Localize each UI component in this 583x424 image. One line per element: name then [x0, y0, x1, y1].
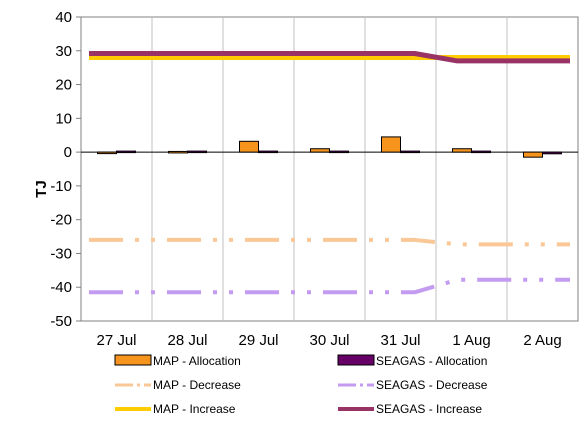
line-seagas-increase — [89, 50, 570, 64]
y-tick-label: 30 — [55, 43, 72, 60]
x-tick-label: 30 Jul — [309, 332, 349, 349]
bar-seagas-allocation — [258, 150, 278, 154]
x-tick-label: 27 Jul — [96, 332, 136, 349]
bar-map-allocation — [168, 150, 188, 154]
bar-map-allocation — [523, 151, 543, 158]
y-axis-label: TJ — [33, 180, 50, 198]
x-tick-label: 31 Jul — [380, 332, 420, 349]
x-tick-label: 29 Jul — [238, 332, 278, 349]
bar-map-allocation — [97, 151, 117, 155]
bar-seagas-allocation — [187, 150, 207, 154]
y-tick-label: 40 — [55, 9, 72, 26]
x-tick-label: 2 Aug — [523, 332, 561, 349]
plot-area — [80, 16, 579, 322]
line-seagas-decrease — [89, 277, 570, 295]
line-map-decrease — [89, 237, 570, 247]
legend-label-seagas-allocation: SEAGAS - Allocation — [376, 354, 487, 368]
y-tick-label: -10 — [50, 178, 72, 195]
legend-swatch-map-allocation — [114, 354, 152, 366]
bar-seagas-allocation — [542, 151, 562, 155]
legend-label-map-increase: MAP - Increase — [153, 402, 236, 416]
y-tick-label: -40 — [50, 279, 72, 296]
bar-seagas-allocation — [116, 150, 136, 154]
legend-swatch-seagas-allocation — [337, 354, 375, 366]
legend-label-map-allocation: MAP - Allocation — [153, 354, 241, 368]
y-tick-label: 0 — [64, 144, 72, 161]
y-tick-label: -50 — [50, 313, 72, 330]
y-tick-label: -20 — [50, 212, 72, 229]
bar-seagas-allocation — [471, 150, 491, 154]
bar-seagas-allocation — [329, 150, 349, 154]
x-tick-label: 28 Jul — [167, 332, 207, 349]
y-tick-label: 20 — [55, 77, 72, 94]
x-tick-label: 1 Aug — [452, 332, 490, 349]
bar-seagas-allocation — [400, 150, 420, 154]
bar-map-allocation — [310, 148, 330, 153]
bar-map-allocation — [452, 148, 472, 153]
y-tick-label: 10 — [55, 110, 72, 127]
legend-label-map-decrease: MAP - Decrease — [153, 378, 241, 392]
legend-label-seagas-increase: SEAGAS - Increase — [376, 402, 482, 416]
bar-map-allocation — [381, 136, 401, 153]
legend-label-seagas-decrease: SEAGAS - Decrease — [376, 378, 488, 392]
y-tick-label: -30 — [50, 245, 72, 262]
bar-map-allocation — [239, 140, 259, 153]
